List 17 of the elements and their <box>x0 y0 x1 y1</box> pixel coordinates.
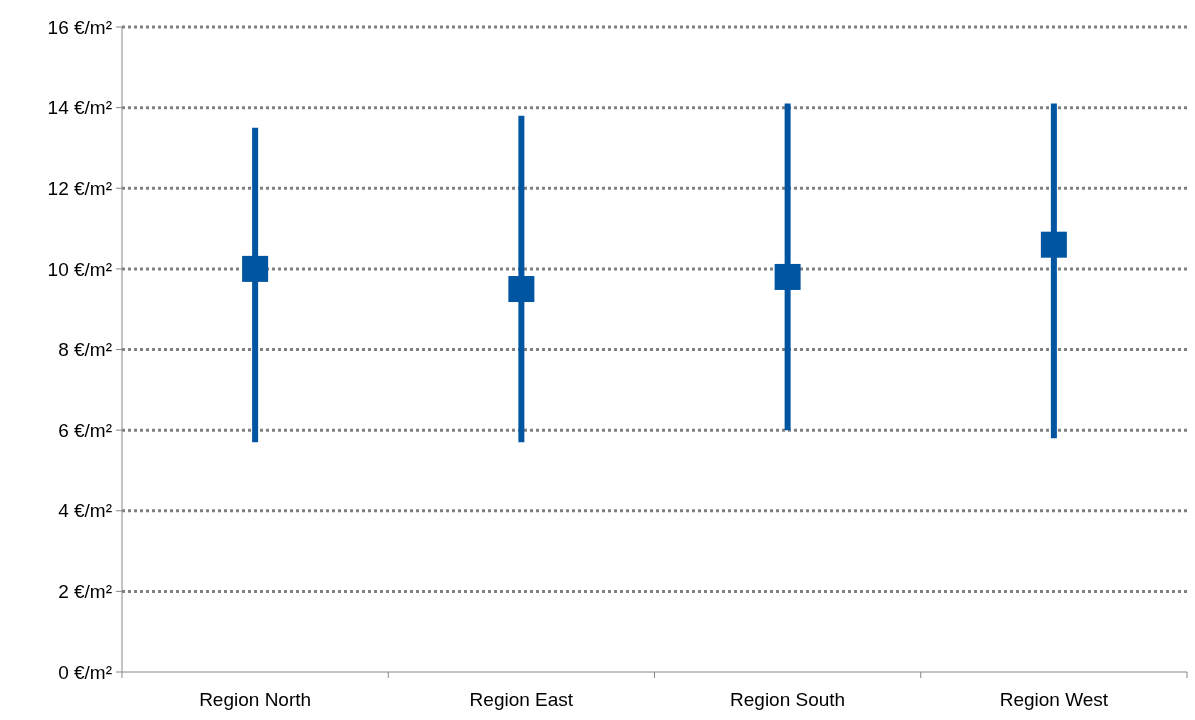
point <box>508 276 535 303</box>
y-tick-label: 0 €/m² <box>58 661 112 683</box>
y-tick-label: 6 €/m² <box>58 419 112 441</box>
x-tick-label: Region North <box>199 689 312 710</box>
y-tick-label: 16 €/m² <box>47 16 112 38</box>
x-tick-label: Region South <box>730 689 846 710</box>
y-tick-label: 8 €/m² <box>58 339 112 361</box>
point <box>774 263 801 290</box>
x-tick-label: Region West <box>999 689 1109 710</box>
y-tick-label: 4 €/m² <box>58 500 112 522</box>
point <box>242 255 269 282</box>
y-tick-label: 12 €/m² <box>47 177 112 199</box>
point <box>1040 231 1067 258</box>
y-tick-label: 10 €/m² <box>47 258 112 280</box>
y-tick-label: 2 €/m² <box>58 581 112 603</box>
y-tick-label: 14 €/m² <box>47 97 112 119</box>
x-tick-label: Region East <box>469 689 574 710</box>
